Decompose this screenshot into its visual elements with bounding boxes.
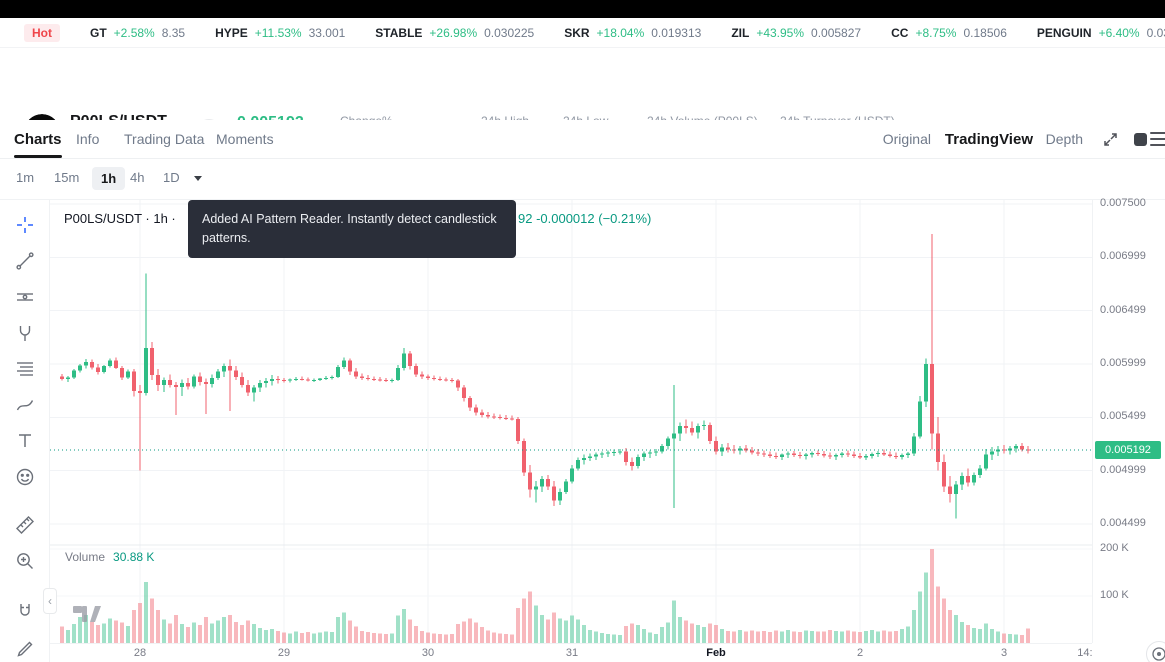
candlestick-chart[interactable] bbox=[50, 200, 1092, 643]
timeframe-15m[interactable]: 15m bbox=[54, 170, 80, 185]
view-depth[interactable]: Depth bbox=[1045, 131, 1083, 147]
tab-trading-data[interactable]: Trading Data bbox=[124, 131, 205, 147]
chart-legend-change: 92 -0.000012 (−0.21%) bbox=[518, 211, 652, 226]
time-axis[interactable]: 28 29 30 31 Feb 2 3 14:0 bbox=[50, 643, 1092, 662]
sidebar-collapse-handle[interactable]: ‹ bbox=[43, 588, 57, 614]
time-axis-label: 2 bbox=[856, 647, 864, 659]
brush-icon[interactable] bbox=[14, 394, 36, 416]
view-tradingview[interactable]: TradingView bbox=[944, 130, 1033, 148]
tab-charts[interactable]: Charts bbox=[14, 120, 62, 158]
axis-label: 200 K bbox=[1100, 542, 1129, 554]
time-axis-label: 28 bbox=[133, 647, 147, 659]
emoji-icon[interactable] bbox=[14, 466, 36, 488]
menu-icon[interactable] bbox=[1150, 132, 1165, 146]
axis-label: 0.004499 bbox=[1100, 516, 1146, 529]
ticker-item[interactable]: CC +8.75% 0.18506 bbox=[891, 25, 1007, 40]
time-axis-label: 29 bbox=[277, 647, 291, 659]
time-axis-label: 3 bbox=[1000, 647, 1008, 659]
axis-label: 100 K bbox=[1100, 589, 1129, 601]
axis-label: 0.005999 bbox=[1100, 357, 1146, 370]
time-axis-label: 31 bbox=[565, 647, 579, 659]
hot-ticker-bar: Hot GT +2.58% 8.35 HYPE +11.53% 33.001 STABL… bbox=[0, 18, 1165, 48]
timeframe-4h[interactable]: 4h bbox=[130, 170, 145, 185]
timeframe-dropdown-icon[interactable] bbox=[194, 176, 202, 181]
axis-label: 0.007500 bbox=[1100, 197, 1146, 210]
ticker-item[interactable]: PENGUIN+6.40%0.03606 bbox=[1036, 25, 1165, 40]
ticker-item[interactable]: SKR +18.04% 0.019313 bbox=[564, 25, 702, 40]
zoom-icon[interactable] bbox=[14, 550, 36, 572]
pitchfork-icon[interactable] bbox=[14, 322, 36, 344]
drawing-tools-sidebar bbox=[0, 200, 50, 662]
axis-label: 0.006499 bbox=[1100, 303, 1146, 316]
ai-pattern-tooltip[interactable]: Added AI Pattern Reader. Instantly detec… bbox=[188, 200, 516, 258]
timeframe-1h-active[interactable]: 1h bbox=[92, 167, 126, 190]
ticker-item[interactable]: ZIL +43.95% 0.005827 bbox=[731, 25, 862, 40]
axis-label: 0.005499 bbox=[1100, 410, 1146, 423]
ticker-item[interactable]: HYPE +11.53% 33.001 bbox=[215, 25, 346, 40]
tradingview-logo bbox=[73, 606, 101, 622]
target-icon bbox=[1152, 647, 1165, 661]
time-axis-label: 30 bbox=[421, 647, 435, 659]
chart-toolbar: 1m 15m 1h 4h 1D bbox=[0, 159, 1165, 350]
view-original[interactable]: Original bbox=[882, 131, 931, 147]
ticker-item[interactable]: STABLE +26.98% 0.030225 bbox=[375, 25, 535, 40]
fib-retracement-icon[interactable] bbox=[14, 358, 36, 380]
timeframe-1d[interactable]: 1D bbox=[163, 170, 180, 185]
pair-header: P00LS/USDT P00LS ★ 0.005192 $0.005192 Ch… bbox=[0, 48, 1165, 152]
trendline-icon[interactable] bbox=[14, 250, 36, 272]
volume-indicator-label: Volume 30.88 K bbox=[65, 550, 155, 564]
hot-badge: Hot bbox=[24, 23, 60, 42]
tab-moments[interactable]: Moments bbox=[216, 131, 274, 147]
time-axis-label: 14:0 bbox=[1077, 647, 1092, 659]
fullscreen-icon[interactable] bbox=[1102, 131, 1119, 148]
layout-icon[interactable] bbox=[1134, 133, 1147, 146]
axis-label: 0.006999 bbox=[1100, 250, 1146, 263]
ruler-icon[interactable] bbox=[14, 514, 36, 536]
price-axis[interactable]: 0.005192 0.007500 0.006999 0.006499 0.00599… bbox=[1092, 197, 1165, 643]
chevron-left-icon: ‹ bbox=[48, 594, 52, 608]
axis-label: 0.004999 bbox=[1100, 463, 1146, 476]
ticker-item[interactable]: GT +2.58% 8.35 bbox=[90, 25, 186, 40]
chart-region: P00LS/USDT · 1h · 92 -0.000012 (−0.21%) … bbox=[50, 197, 1165, 662]
section-tabs: Charts Info Trading Data Moments Origina… bbox=[0, 120, 1165, 159]
crosshair-icon[interactable] bbox=[14, 214, 36, 236]
magnet-icon[interactable] bbox=[14, 600, 36, 622]
time-axis-label: Feb bbox=[706, 647, 726, 659]
timeframe-1m[interactable]: 1m bbox=[16, 170, 35, 185]
tab-info[interactable]: Info bbox=[76, 131, 100, 147]
horizontal-line-icon[interactable] bbox=[14, 286, 36, 308]
text-icon[interactable] bbox=[14, 430, 36, 452]
top-window-strip bbox=[0, 0, 1165, 18]
floating-widget-button[interactable] bbox=[1146, 641, 1165, 662]
chart-legend: P00LS/USDT · 1h · bbox=[64, 211, 176, 226]
draw-pencil-icon[interactable] bbox=[14, 636, 36, 658]
current-price-tag: 0.005192 bbox=[1095, 441, 1161, 460]
